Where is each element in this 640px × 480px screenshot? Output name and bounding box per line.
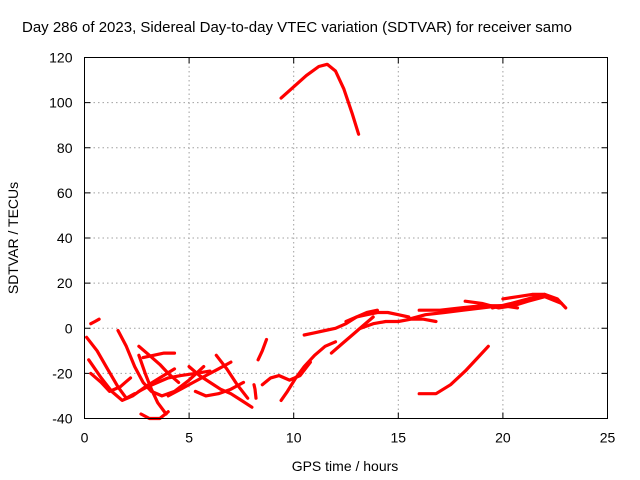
series-line: [329, 315, 375, 355]
series-arc-26: [417, 344, 490, 396]
x-tick-label: 0: [81, 430, 89, 446]
series-arc-13: [214, 353, 250, 400]
series-arc-5: [137, 353, 168, 416]
series-line: [407, 304, 503, 321]
x-tick-label: 20: [495, 430, 511, 446]
x-axis-ticks: 0 5 10 15 20 25: [81, 57, 616, 446]
series-line: [359, 317, 438, 330]
x-tick-label: 15: [391, 430, 407, 446]
series-arc-29: [252, 383, 258, 400]
y-tick-label: 80: [57, 140, 73, 156]
series-arc-28: [89, 317, 101, 326]
series-line: [89, 371, 133, 393]
series-line: [137, 344, 181, 384]
y-tick-label: 120: [49, 50, 73, 66]
y-tick-label: 60: [57, 185, 73, 201]
y-axis-ticks: -40 -20 0 20 40 60 80 100 120: [49, 50, 608, 427]
x-tick-label: 5: [185, 430, 193, 446]
grid-lines: [84, 57, 608, 419]
series-line: [166, 360, 233, 398]
x-axis-label: GPS time / hours: [292, 458, 399, 474]
series-line: [260, 360, 312, 387]
series-arc-16: [279, 340, 338, 402]
series-arc-2: [87, 358, 177, 402]
series-line: [187, 365, 254, 409]
x-tick-label: 10: [286, 430, 302, 446]
series-arc-25: [501, 292, 568, 310]
series-arc-20: [359, 317, 438, 330]
chart-title: Day 286 of 2023, Sidereal Day-to-day VTE…: [22, 19, 572, 36]
series-line: [141, 351, 177, 360]
series-arc-21: [407, 304, 503, 321]
series-arc-12: [193, 380, 246, 398]
series-arc-17: [302, 308, 379, 337]
series-arc-10: [166, 360, 233, 398]
series-line: [252, 383, 258, 400]
series-arc-8: [137, 344, 181, 384]
y-tick-label: -20: [52, 365, 72, 381]
series-line: [193, 380, 246, 398]
series-arc-27: [279, 62, 361, 136]
series-line: [302, 308, 379, 337]
series-arc-23: [463, 295, 564, 310]
series-arc-14: [256, 337, 269, 362]
series-line: [87, 358, 177, 402]
y-axis-label: SDTVAR / TECUs: [5, 182, 21, 294]
series-line: [137, 353, 168, 416]
series-line: [463, 295, 564, 310]
plot-area: [84, 62, 568, 421]
series-line: [501, 292, 568, 310]
series-line: [214, 353, 250, 400]
series-arc-3: [89, 371, 133, 393]
series-arc-9: [141, 351, 177, 360]
series-line: [417, 344, 490, 396]
y-tick-label: 100: [49, 95, 73, 111]
y-tick-label: -40: [52, 411, 72, 427]
series-line: [344, 310, 411, 324]
y-tick-label: 20: [57, 275, 73, 291]
y-tick-label: 0: [65, 320, 73, 336]
series-line: [279, 340, 338, 402]
plot-frame: [84, 57, 608, 419]
series-arc-18: [329, 315, 375, 355]
series-arc-11: [187, 365, 254, 409]
series-arc-19: [344, 310, 411, 324]
series-line: [89, 317, 101, 326]
series-line: [279, 62, 361, 136]
x-tick-label: 25: [600, 430, 616, 446]
series-arc-15: [260, 360, 312, 387]
y-tick-label: 40: [57, 230, 73, 246]
series-line: [256, 337, 269, 362]
